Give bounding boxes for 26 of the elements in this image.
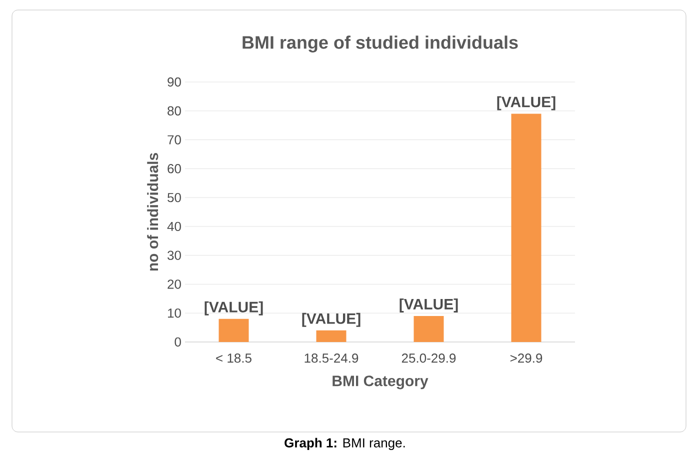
y-axis-title: no of individuals [147, 153, 158, 271]
y-tick-label: 80 [168, 106, 181, 116]
text: Graph 1: BMI range. [284, 438, 405, 450]
y-tick-label: 60 [168, 164, 181, 174]
y-tick-label: 40 [167, 222, 181, 232]
y-tick-label: 90 [168, 77, 181, 87]
data-label: [VALUE] [497, 96, 556, 110]
y-tick-label: 10 [168, 308, 181, 318]
bar [511, 114, 542, 342]
x-axis-title: BMI Category [332, 376, 428, 390]
bar [316, 330, 346, 342]
data-label: [VALUE] [400, 298, 458, 312]
x-tick-label: 18.5-24.9 [304, 354, 358, 363]
x-tick-label: 25.0-29.9 [402, 354, 456, 363]
bar [414, 316, 444, 342]
y-tick-label: 20 [168, 280, 181, 289]
x-tick-label: < 18.5 [216, 354, 252, 363]
data-label: [VALUE] [204, 301, 263, 316]
chart-title: BMI range of studied individuals [242, 36, 518, 52]
bar [218, 318, 249, 342]
y-tick-label: 50 [168, 192, 181, 202]
y-tick-label: 70 [168, 135, 181, 144]
y-tick-label: 30 [168, 250, 181, 260]
x-tick-label: >29.9 [510, 354, 542, 363]
y-tick-label: 0 [174, 337, 181, 347]
data-label: [VALUE] [302, 312, 360, 327]
